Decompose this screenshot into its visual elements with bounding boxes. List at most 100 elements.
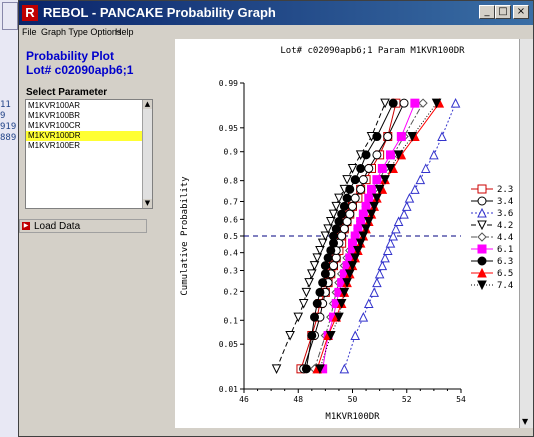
data-point [342, 217, 352, 227]
data-point [293, 312, 304, 323]
parameter-list[interactable]: M1KVR100AR M1KVR100BR M1KVR100CR M1KVR10… [25, 99, 153, 209]
scroll-down-arrow-icon[interactable]: ▼ [143, 199, 152, 208]
data-point [385, 163, 396, 174]
x-axis-label: M1KVR100DR [325, 412, 380, 422]
x-tick-label: 50 [348, 395, 358, 404]
data-point [339, 363, 350, 374]
data-point [431, 98, 442, 109]
list-item-m1kvr100br[interactable]: M1KVR100BR [28, 111, 81, 120]
data-point [369, 201, 380, 212]
y-tick-label: 0.4 [224, 249, 239, 258]
data-point [309, 261, 320, 271]
app-icon: R [22, 5, 38, 21]
lot-heading: Lot# c02090apb6;1 [26, 63, 134, 77]
title-bar[interactable]: R REBOL - PANCAKE Probability Graph _ □ … [19, 1, 533, 25]
data-point [356, 184, 366, 194]
legend-marker [477, 207, 487, 218]
maximize-icon: □ [498, 6, 508, 17]
data-point [339, 201, 349, 211]
data-point [377, 163, 387, 173]
y-tick-label: 0.6 [224, 215, 239, 224]
data-point [418, 98, 428, 108]
data-point [383, 132, 393, 142]
data-point [350, 193, 360, 203]
close-icon: × [516, 6, 526, 17]
data-point [348, 201, 357, 211]
load-data-button[interactable]: ▶ Load Data [19, 219, 147, 233]
data-point [380, 252, 390, 263]
data-point [388, 230, 398, 241]
data-point [285, 330, 295, 341]
list-scrollbar[interactable]: ▲ ▼ [142, 100, 152, 208]
data-point [331, 253, 341, 263]
data-point [380, 175, 390, 185]
data-point [325, 330, 336, 341]
data-point [377, 260, 388, 271]
data-point [358, 231, 369, 242]
legend-label: 4.2 [497, 221, 513, 231]
menu-help[interactable]: Help [115, 27, 134, 37]
data-point [350, 253, 361, 264]
data-point [358, 209, 368, 219]
y-tick-label: 0.1 [224, 316, 239, 325]
bg-text-2: 9 [0, 111, 6, 121]
data-point [345, 209, 355, 219]
x-tick-label: 54 [456, 395, 466, 404]
data-point [344, 269, 355, 279]
data-point [315, 364, 325, 374]
legend-marker [477, 267, 487, 278]
data-point [374, 184, 385, 195]
data-point [399, 208, 409, 219]
list-item-m1kvr100dr[interactable]: M1KVR100DR [26, 131, 142, 141]
data-point [353, 245, 363, 256]
data-point [310, 312, 320, 322]
data-point [358, 312, 369, 322]
data-point [312, 299, 322, 309]
menu-file[interactable]: File [22, 27, 37, 37]
menu-graph-type-options[interactable]: Graph Type Options [41, 27, 122, 37]
list-item-m1kvr100er[interactable]: M1KVR100ER [28, 141, 81, 150]
chart-title: Lot# c02090apb6;1 Param M1KVR100DR [280, 46, 465, 56]
close-button[interactable]: × [513, 5, 529, 19]
x-tick-label: 48 [293, 395, 303, 404]
y-tick-label: 0.99 [219, 79, 238, 88]
x-tick-label: 52 [402, 395, 412, 404]
data-point [374, 268, 385, 279]
minimize-button[interactable]: _ [479, 5, 495, 19]
data-point [391, 223, 401, 234]
legend-label: 2.3 [497, 185, 513, 195]
y-tick-label: 0.3 [224, 266, 239, 275]
grid-icon [2, 2, 18, 30]
legend-label: 6.3 [497, 257, 513, 267]
data-point [363, 217, 374, 227]
scroll-up-arrow-icon[interactable]: ▲ [143, 100, 152, 109]
data-point [317, 238, 328, 249]
right-scrollbar[interactable]: ▼ [519, 39, 533, 428]
bg-text-1: 11 [0, 100, 11, 110]
legend-marker [477, 232, 487, 242]
y-tick-label: 0.95 [219, 124, 238, 133]
data-point [328, 209, 339, 220]
data-point [315, 245, 325, 256]
data-point [356, 163, 366, 173]
list-item-m1kvr100ar[interactable]: M1KVR100AR [28, 101, 81, 110]
scroll-down-icon[interactable]: ▼ [522, 417, 529, 426]
data-point [331, 201, 342, 212]
load-arrow-icon: ▶ [22, 222, 30, 230]
data-point [364, 193, 374, 203]
legend-label: 3.4 [497, 197, 513, 207]
left-panel: Probability Plot Lot# c02090apb6;1 Selec… [19, 39, 174, 436]
data-point [325, 217, 336, 227]
maximize-button[interactable]: □ [495, 5, 511, 19]
data-point [320, 261, 330, 271]
data-point [318, 278, 328, 288]
data-point [342, 278, 352, 288]
data-point [339, 287, 350, 298]
list-item-m1kvr100cr[interactable]: M1KVR100CR [28, 121, 81, 130]
data-point [372, 277, 382, 288]
data-point [345, 184, 355, 194]
data-point [404, 193, 415, 203]
background-window: 11 9 919 889 [0, 0, 19, 437]
data-point [385, 150, 395, 160]
data-point [350, 175, 360, 185]
